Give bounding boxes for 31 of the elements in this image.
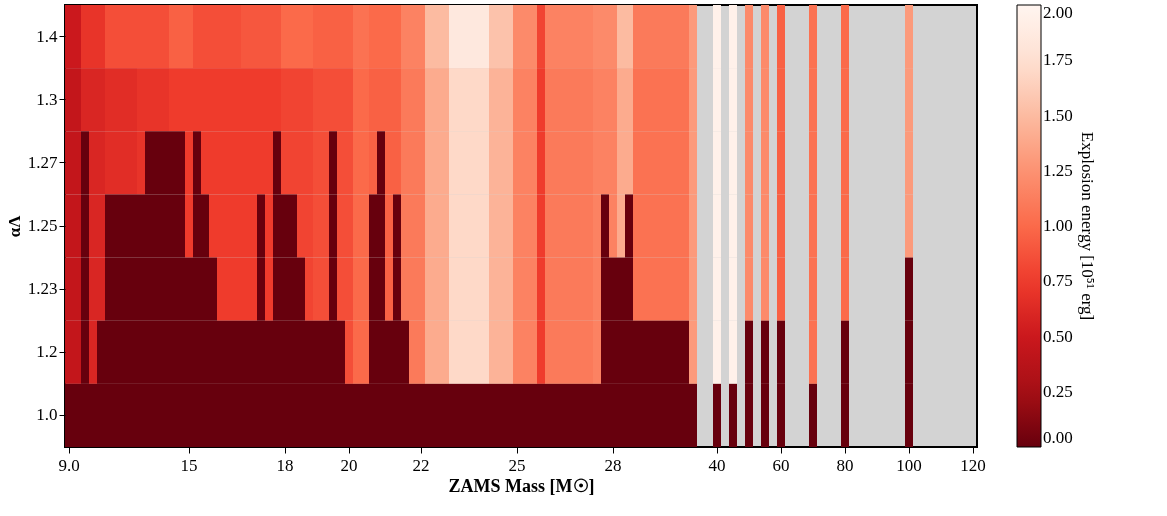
y-tick-label: 1.3 bbox=[36, 89, 58, 109]
y-tick-label: 1.25 bbox=[27, 216, 58, 235]
x-tick-label: 80 bbox=[836, 455, 854, 475]
x-axis-title: ZAMS Mass [M☉] bbox=[448, 475, 595, 496]
y-tick-label: 1.2 bbox=[36, 342, 58, 362]
x-tick-label: 25 bbox=[508, 455, 526, 475]
x-tick-label: 15 bbox=[180, 455, 198, 475]
color-bar-label: 0.25 bbox=[1043, 381, 1073, 401]
y-tick-label: 1.27 bbox=[27, 152, 58, 172]
x-tick-label: 22 bbox=[412, 455, 430, 475]
color-bar-label: 0.00 bbox=[1043, 428, 1073, 447]
color-bar-label: 1.00 bbox=[1043, 216, 1073, 235]
x-tick-label: 20 bbox=[340, 455, 358, 475]
color-bar-label: 0.50 bbox=[1043, 326, 1073, 346]
color-bar-label: 1.25 bbox=[1043, 160, 1073, 180]
x-tick-label: 100 bbox=[896, 455, 922, 475]
x-tick-label: 9.0 bbox=[58, 455, 80, 475]
color-bar-title: Explosion energy [10⁵¹ erg] bbox=[1078, 131, 1097, 321]
x-tick-label: 28 bbox=[604, 455, 622, 475]
y-tick-label: 1.4 bbox=[36, 26, 58, 46]
y-tick-label: 1.0 bbox=[36, 405, 58, 425]
color-bar-label: 2.00 bbox=[1043, 3, 1073, 22]
x-tick-label: 40 bbox=[708, 455, 726, 475]
color-bar-label: 1.50 bbox=[1043, 105, 1073, 125]
x-tick-label: 60 bbox=[772, 455, 790, 475]
x-tick-label: 18 bbox=[276, 455, 294, 475]
y-axis-title: αΛ bbox=[4, 214, 24, 238]
color-bar-label: 0.75 bbox=[1043, 271, 1073, 291]
x-tick-label: 120 bbox=[960, 455, 986, 475]
y-tick-label: 1.23 bbox=[27, 279, 58, 299]
color-bar-label: 1.75 bbox=[1043, 50, 1073, 70]
